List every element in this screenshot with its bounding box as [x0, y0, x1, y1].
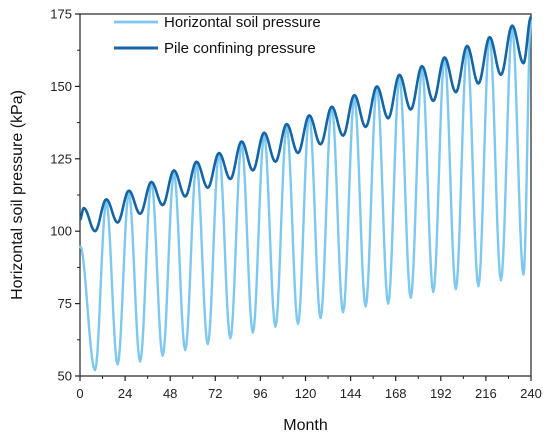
- x-tick-label: 0: [76, 386, 83, 401]
- x-axis-title: Month: [283, 417, 327, 434]
- y-tick-label: 150: [50, 79, 72, 94]
- x-tick-label: 96: [253, 386, 267, 401]
- y-tick-label: 175: [50, 7, 72, 22]
- x-tick-label: 216: [475, 386, 497, 401]
- x-tick-label: 72: [208, 386, 222, 401]
- legend-label-pile-confining-pressure: Pile confining pressure: [164, 40, 316, 57]
- legend-label-horizontal-soil-pressure: Horizontal soil pressure: [164, 14, 321, 31]
- y-tick-label: 75: [58, 296, 72, 311]
- y-tick-label: 50: [58, 369, 72, 384]
- x-tick-label: 120: [295, 386, 317, 401]
- legend: Horizontal soil pressure Pile confining …: [114, 14, 321, 57]
- x-tick-label: 240: [520, 386, 542, 401]
- x-tick-label: 192: [430, 386, 452, 401]
- x-tick-label: 144: [340, 386, 362, 401]
- axes: 0 24 48 72 96 120 144 168 192 216 240 50 75 100 125 150…: [50, 7, 542, 402]
- y-axis-title: Horizontal soil pressure (kPa): [9, 90, 26, 300]
- x-tick-label: 24: [118, 386, 132, 401]
- x-tick-label: 168: [385, 386, 407, 401]
- y-tick-label: 100: [50, 224, 72, 239]
- x-tick-label: 48: [163, 386, 177, 401]
- series-line-pile-confining-pressure: [79, 16, 533, 233]
- series-layer: [78, 16, 533, 372]
- y-tick-label: 125: [50, 151, 72, 166]
